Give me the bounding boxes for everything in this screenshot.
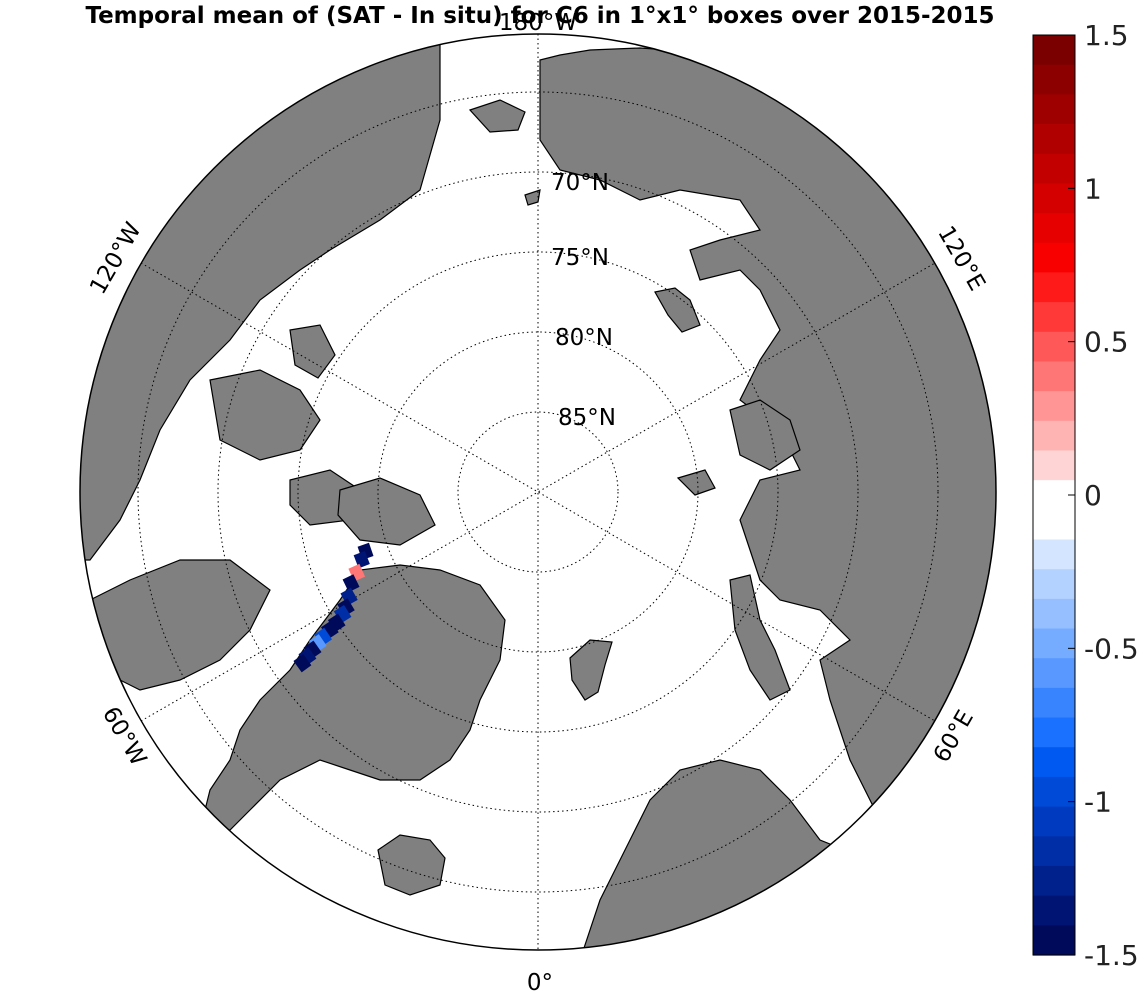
colorbar-band — [1033, 153, 1075, 184]
data-cell — [327, 613, 346, 632]
colorbar-band — [1033, 331, 1075, 363]
latitude-label-70: 70°N — [551, 170, 609, 196]
data-cell — [308, 634, 327, 653]
colorbar-band — [1033, 420, 1075, 452]
colorbar-tick-label: -0.5 — [1084, 632, 1139, 665]
colorbar-band — [1033, 865, 1075, 897]
latitude-circle-70 — [217, 171, 859, 813]
data-cell — [342, 574, 360, 593]
colorbar-ticks: 1.5 1 0.5 0 -0.5 -1 -1.5 — [1068, 19, 1139, 972]
colorbar-band — [1033, 213, 1075, 244]
colorbar-band — [1033, 94, 1075, 125]
iceland-island — [377, 834, 446, 896]
arctic-island — [676, 469, 716, 496]
data-cell — [320, 620, 339, 639]
colorbar-tick-label: 1.5 — [1084, 19, 1129, 52]
canadian-archipelago-island — [209, 369, 321, 461]
colorbar-band — [1033, 302, 1075, 333]
data-cell — [314, 627, 333, 647]
ellesmere-island — [337, 477, 436, 546]
graticule — [137, 34, 939, 950]
colorbar-band — [1033, 272, 1075, 303]
colorbar-band — [1033, 925, 1075, 956]
colorbar-band — [1033, 895, 1075, 926]
colorbar-tick-label: 0.5 — [1084, 326, 1129, 359]
colorbar-tick-label: -1.5 — [1084, 939, 1139, 972]
colorbar-band — [1033, 658, 1075, 689]
data-cell — [353, 550, 370, 569]
longitude-label-180: 180°W — [499, 10, 577, 36]
colorbar-band — [1033, 539, 1075, 570]
data-cell — [303, 640, 322, 660]
data-cell — [333, 604, 352, 624]
novaya-zemlya-island — [729, 574, 791, 701]
latitude-circle-65 — [137, 91, 939, 893]
longitude-label-0: 0° — [527, 970, 553, 995]
colorbar-band — [1033, 747, 1075, 778]
colorbar-band — [1033, 598, 1075, 630]
data-cell — [337, 598, 355, 617]
colorbar-band — [1033, 124, 1075, 155]
latitude-label-85: 85°N — [558, 405, 616, 431]
colorbar-tick-label: -1 — [1084, 786, 1112, 819]
colorbar-band — [1033, 391, 1075, 422]
colorbar-band — [1033, 717, 1075, 748]
canadian-archipelago-island — [289, 324, 336, 379]
data-cells-layer — [293, 542, 374, 673]
map-title: Temporal mean of (SAT - In situ) for C6 … — [85, 3, 995, 29]
colorbar-band — [1033, 64, 1075, 95]
data-cell — [298, 647, 317, 666]
arctic-island — [654, 287, 701, 333]
latitude-label-75: 75°N — [551, 245, 609, 271]
colorbar: 1.5 1 0.5 0 -0.5 -1 -1.5 — [1032, 19, 1139, 972]
latitude-label-80: 80°N — [555, 325, 613, 351]
map-boundary — [79, 33, 997, 951]
colorbar-tick-label: 1 — [1084, 172, 1102, 205]
latitude-circle-85 — [457, 411, 619, 573]
latitude-circle-75 — [297, 251, 779, 733]
colorbar-band — [1033, 35, 1075, 66]
colorbar-tick-label: 0 — [1084, 479, 1102, 512]
greenland-landmass — [199, 564, 506, 831]
colorbar-band — [1033, 628, 1075, 659]
latitude-circle-80 — [377, 331, 699, 653]
colorbar-band — [1033, 806, 1075, 837]
colorbar-band — [1033, 776, 1075, 808]
colorbar-band — [1033, 242, 1075, 274]
colorbar-band — [1033, 450, 1075, 481]
colorbar-band — [1033, 509, 1075, 541]
colorbar-bands — [1033, 35, 1075, 956]
colorbar-band — [1033, 361, 1075, 392]
colorbar-band — [1033, 687, 1075, 719]
colorbar-band — [1033, 836, 1075, 867]
svalbard-island — [569, 639, 613, 701]
colorbar-band — [1033, 569, 1075, 600]
wrangel-island — [468, 99, 526, 133]
baffin-island — [89, 559, 271, 691]
data-cell — [293, 653, 312, 673]
